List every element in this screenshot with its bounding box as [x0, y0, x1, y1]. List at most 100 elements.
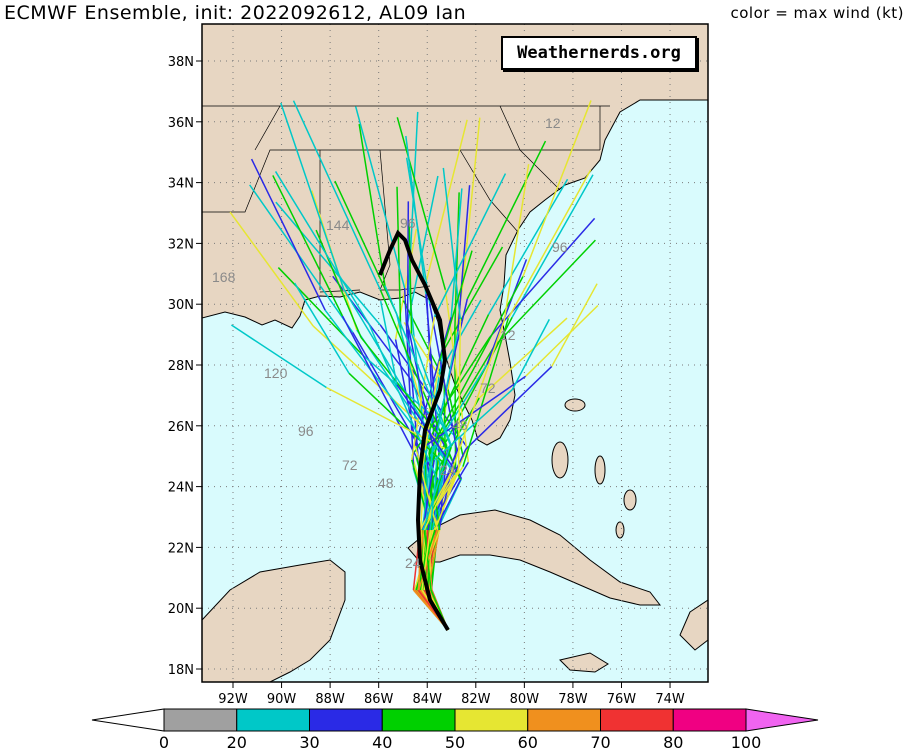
colorbar-high-arrow — [745, 708, 819, 732]
ensemble-mean-track — [378, 229, 450, 632]
ensemble-member-track — [249, 184, 354, 333]
colorbar-low-arrow — [91, 708, 165, 732]
ensemble-member-track — [341, 315, 417, 457]
ensemble-member-track — [406, 201, 410, 324]
forecast-hour-label: 12 — [500, 327, 516, 343]
ensemble-member-track — [503, 164, 530, 321]
ensemble-member-track — [465, 365, 553, 450]
colorbar-tick-label: 80 — [663, 733, 683, 750]
ensemble-member-track — [410, 333, 452, 445]
ensemble-member-track — [449, 320, 505, 478]
ensemble-tracks: 168 144 120 96 72 48 24 12 96 72 48 24 12 96 — [212, 100, 599, 632]
ensemble-member-track — [428, 276, 524, 453]
lat-tick-label: 24N — [168, 481, 194, 496]
ensemble-member-track — [478, 317, 568, 399]
ensemble-member-track — [231, 324, 327, 389]
colorbar-tick-label: 70 — [590, 733, 610, 750]
colorbar-tick-label: 50 — [445, 733, 465, 750]
ensemble-member-track — [511, 174, 594, 318]
ensemble-member-track — [425, 294, 440, 453]
ensemble-member-track — [493, 239, 596, 348]
lat-tick-label: 26N — [168, 420, 194, 435]
bahamas-island — [615, 521, 625, 539]
colorbar-segment — [454, 708, 529, 732]
ensemble-member-track — [229, 211, 314, 327]
cuba — [407, 509, 662, 606]
wind-colorbar: 0 20 30 40 50 60 70 80 100 — [91, 708, 819, 750]
forecast-hour-label: 72 — [480, 380, 496, 396]
ensemble-member-track — [293, 282, 350, 374]
ensemble-member-track — [406, 323, 420, 471]
ensemble-member-track — [405, 157, 431, 305]
forecast-hour-label: 24 — [440, 462, 456, 478]
colorbar-tick-label: 100 — [731, 733, 762, 750]
lon-tick-label: 76W — [607, 692, 637, 707]
colorbar-tick-label: 20 — [227, 733, 247, 750]
ensemble-member-track — [432, 397, 480, 479]
colorbar-segment — [527, 708, 601, 732]
ensemble-member-track — [525, 304, 599, 377]
ensemble-member-track — [438, 250, 473, 362]
lat-tick-label: 30N — [168, 298, 194, 313]
ensemble-member-track — [442, 246, 504, 352]
bahamas-island — [551, 441, 569, 479]
bahamas-island — [594, 455, 606, 485]
lat-tick-label: 34N — [168, 177, 194, 192]
ensemble-member-track — [420, 471, 439, 531]
axis-layer: 18N 20N 22N 24N 26N 28N 30N 32N 34N 36N 38N 92W 90W 8… — [168, 23, 709, 707]
ensemble-member-track — [457, 318, 462, 471]
ensemble-member-track — [396, 186, 402, 332]
ensemble-member-track — [424, 445, 434, 531]
ensemble-member-track — [312, 325, 439, 441]
lon-tick-label: 78W — [558, 692, 588, 707]
colorbar-tick-label: 40 — [372, 733, 392, 750]
ensemble-member-track — [487, 178, 569, 315]
ensemble-member-track — [379, 300, 398, 385]
ensemble-member-track — [423, 375, 527, 448]
forecast-hour-label: 96 — [298, 423, 314, 439]
colorbar-tick-label: 0 — [159, 733, 169, 750]
ensemble-member-track — [443, 379, 446, 459]
ensemble-member-track — [368, 323, 437, 477]
ensemble-member-track — [250, 158, 326, 311]
ensemble-member-track — [419, 467, 455, 531]
ensemble-member-track — [275, 201, 381, 326]
ensemble-member-track — [406, 175, 439, 324]
us-mainland — [202, 24, 708, 446]
colorbar-segment — [309, 708, 383, 732]
landmasses — [202, 24, 708, 682]
ensemble-member-track — [423, 476, 451, 531]
forecast-hour-label: 120 — [264, 365, 288, 381]
colorbar-segment — [236, 708, 310, 732]
lon-tick-label: 74W — [655, 692, 685, 707]
forecast-hour-label: 144 — [326, 217, 350, 233]
watermark-box: Weathernerds.org — [501, 36, 697, 70]
forecast-hour-label: 24 — [405, 555, 421, 571]
ensemble-member-track — [408, 223, 413, 334]
ensemble-member-track — [551, 283, 598, 367]
lon-tick-label: 92W — [218, 692, 248, 707]
ensemble-member-track — [522, 100, 592, 277]
jamaica — [559, 652, 609, 673]
colorbar-segment — [672, 708, 747, 732]
lat-tick-label: 36N — [168, 116, 194, 131]
ensemble-member-track — [462, 117, 481, 284]
ensemble-member-track — [348, 372, 445, 465]
bahamas-island — [623, 489, 637, 511]
colorbar-segment — [163, 708, 238, 732]
lat-tick-label: 28N — [168, 359, 194, 374]
lat-tick-label: 18N — [168, 663, 194, 678]
ensemble-member-track — [358, 123, 386, 286]
colorbar-tick-label: 30 — [299, 733, 319, 750]
plot-frame — [201, 23, 709, 683]
lon-tick-label: 84W — [413, 692, 443, 707]
ensemble-member-track — [507, 169, 592, 319]
ensemble-member-track — [403, 287, 415, 470]
yucatan — [202, 559, 346, 682]
ensemble-member-track — [429, 475, 437, 531]
ensemble-member-track — [433, 389, 513, 461]
ensemble-member-track — [274, 171, 370, 325]
ensemble-member-track — [280, 102, 345, 290]
forecast-hour-label: 48 — [378, 475, 394, 491]
